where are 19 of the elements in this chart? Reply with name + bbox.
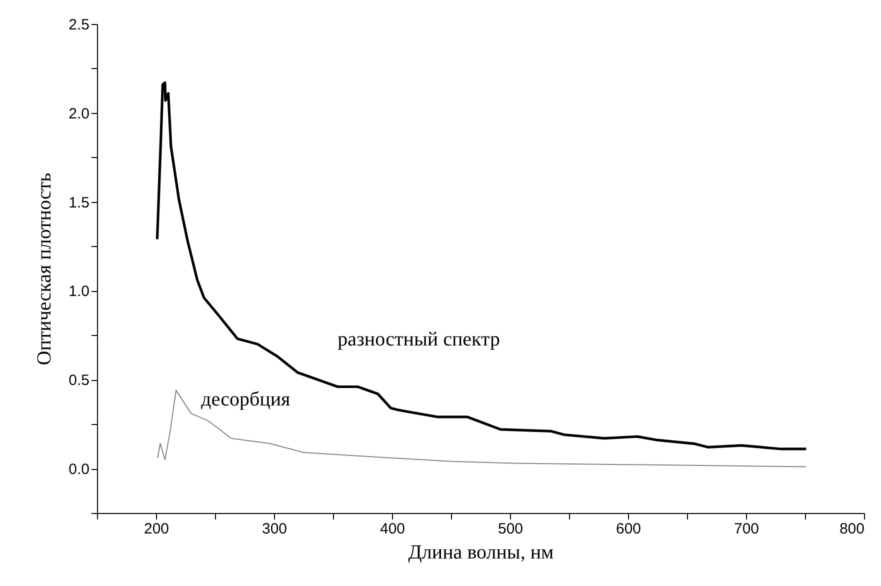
y-tick-label: 2.0 [68,105,90,122]
x-tick-label: 400 [380,520,406,538]
y-tick-label: 2.5 [68,16,90,34]
x-tick-label: 700 [734,520,760,538]
y-tick-label: 0.5 [68,372,90,390]
y-tick-label: 1.5 [68,194,90,212]
x-tick-label: 500 [498,520,524,538]
x-tick-label: 200 [144,520,170,538]
x-axis-title: Длина волны, нм [408,542,554,564]
x-tick-label: 600 [616,520,642,538]
line-series [157,390,807,468]
y-axis-title: Оптическая плотность [34,172,56,366]
x-tick-label: 300 [262,520,288,538]
y-tick-label: 0.0 [68,461,90,478]
series-label: разностный спектр [338,328,500,351]
x-tick-label: 800 [839,520,864,538]
line-series [156,81,808,450]
y-tick-label: 1.0 [68,283,90,300]
series-label: десорбция [201,388,290,410]
